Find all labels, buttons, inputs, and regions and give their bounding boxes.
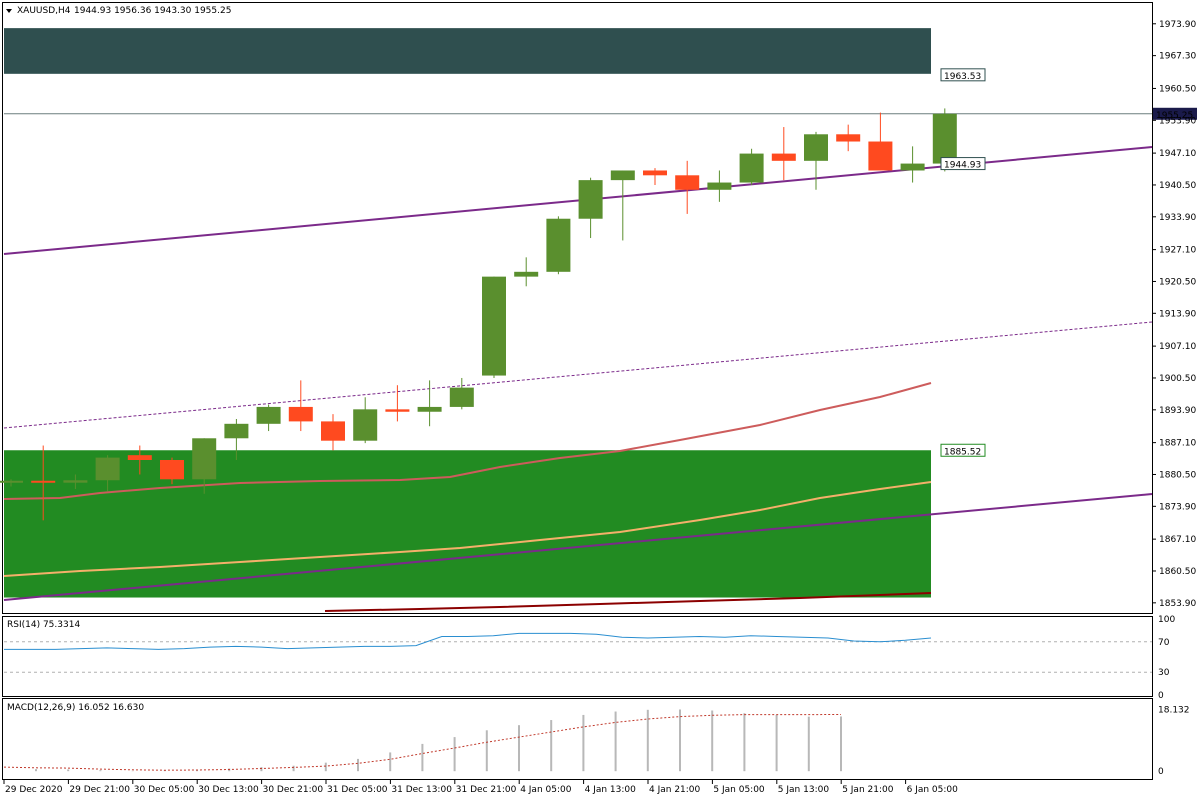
support-zone <box>4 450 931 598</box>
x-tick-label: 5 Jan 13:00 <box>778 785 830 795</box>
svg-text:1944.93: 1944.93 <box>944 161 981 171</box>
macd-signal-line <box>3 714 842 771</box>
y-tick-label: 1940.50 <box>1159 181 1196 191</box>
y-tick-label: 1973.90 <box>1159 20 1196 30</box>
candle-body[interactable] <box>95 457 120 481</box>
current-price-label: 1955.25 <box>1153 107 1197 121</box>
candle-body[interactable] <box>127 455 152 460</box>
x-tick-label: 30 Dec 13:00 <box>198 785 259 795</box>
candle-body[interactable] <box>514 271 539 277</box>
candle-body[interactable] <box>610 170 635 181</box>
svg-text:1885.52: 1885.52 <box>944 447 981 457</box>
x-tick-label: 31 Dec 13:00 <box>391 785 452 795</box>
svg-text:1955.25: 1955.25 <box>1156 111 1193 121</box>
y-tick-label: 1853.90 <box>1159 599 1196 609</box>
y-tick-label: 1927.10 <box>1159 246 1196 256</box>
candle-body[interactable] <box>31 480 56 483</box>
moving-average-fast <box>3 382 932 500</box>
rsi-panel <box>2 616 1153 697</box>
rsi-line <box>4 632 932 650</box>
x-tick-label: 4 Jan 21:00 <box>649 785 701 795</box>
ohlc-readout: 1944.93 1956.36 1943.30 1955.25 <box>74 6 231 16</box>
x-tick-label: 6 Jan 05:00 <box>907 785 959 795</box>
candle-body[interactable] <box>707 182 732 190</box>
x-tick-label: 29 Dec 21:00 <box>69 785 130 795</box>
candle-body[interactable] <box>546 218 571 272</box>
rsi-tick-label: 100 <box>1158 615 1175 625</box>
candle-body[interactable] <box>321 421 345 441</box>
candle-body[interactable] <box>900 163 925 171</box>
candle-body[interactable] <box>417 406 442 412</box>
candle-body[interactable] <box>224 423 249 439</box>
y-tick-label: 1893.90 <box>1159 406 1196 416</box>
y-tick-label: 1887.10 <box>1159 439 1196 449</box>
x-tick-label: 4 Jan 05:00 <box>520 785 572 795</box>
candle-body[interactable] <box>771 153 796 161</box>
trend-value-label: 1944.93 <box>940 157 986 171</box>
candle-body[interactable] <box>160 460 184 480</box>
macd-title: MACD(12,26,9) 16.052 16.630 <box>7 703 144 713</box>
candle-body[interactable] <box>739 153 764 183</box>
y-tick-label: 1860.50 <box>1159 567 1196 577</box>
candle-body[interactable] <box>643 170 667 176</box>
candle-body[interactable] <box>353 409 378 441</box>
x-tick-label: 31 Dec 05:00 <box>327 785 388 795</box>
macd-tick-label: 18.132 <box>1158 705 1190 715</box>
y-tick-label: 1867.10 <box>1159 535 1196 545</box>
zone-bottom-label: 1885.52 <box>940 443 986 457</box>
y-tick-label: 1953.90 <box>1159 116 1196 126</box>
candle-body[interactable] <box>836 134 861 142</box>
moving-average-mid <box>3 481 932 577</box>
candle-body[interactable] <box>288 406 313 422</box>
candle-body[interactable] <box>868 141 893 171</box>
candle-body[interactable] <box>578 180 603 219</box>
macd-tick-label: 0 <box>1158 767 1164 777</box>
price-panel <box>2 2 1153 614</box>
resistance-zone <box>4 28 931 74</box>
candle-body[interactable] <box>449 387 474 407</box>
y-tick-label: 1913.90 <box>1159 309 1196 319</box>
candle-body[interactable] <box>0 480 23 483</box>
candle-body[interactable] <box>256 406 281 424</box>
rsi-title: RSI(14) 75.3314 <box>7 620 80 630</box>
rsi-tick-label: 0 <box>1158 691 1164 701</box>
y-tick-label: 1920.50 <box>1159 277 1196 287</box>
y-tick-label: 1907.10 <box>1159 342 1196 352</box>
y-tick-label: 1900.50 <box>1159 374 1196 384</box>
x-tick-label: 29 Dec 2020 <box>5 785 63 795</box>
y-tick-label: 1880.50 <box>1159 470 1196 480</box>
candle-body[interactable] <box>804 134 828 161</box>
svg-text:1963.53: 1963.53 <box>944 72 981 82</box>
x-tick-label: 30 Dec 05:00 <box>134 785 195 795</box>
moving-average-slow <box>324 592 932 612</box>
x-tick-label: 30 Dec 21:00 <box>263 785 324 795</box>
zone-top-label: 1963.53 <box>940 68 986 82</box>
symbol-dropdown-icon[interactable] <box>6 9 12 13</box>
rsi-tick-label: 30 <box>1158 668 1170 678</box>
candle-body[interactable] <box>675 175 700 190</box>
y-tick-label: 1960.50 <box>1159 84 1196 94</box>
candle-body[interactable] <box>482 276 506 376</box>
y-tick-label: 1873.90 <box>1159 502 1196 512</box>
mid-trend-line[interactable] <box>3 321 1153 429</box>
y-tick-label: 1947.10 <box>1159 149 1196 159</box>
lower-trend-line[interactable] <box>3 493 1153 601</box>
macd-panel <box>2 698 1153 780</box>
x-tick-label: 31 Dec 21:00 <box>456 785 517 795</box>
x-tick-label: 5 Jan 05:00 <box>713 785 765 795</box>
x-tick-label: 5 Jan 21:00 <box>842 785 894 795</box>
y-tick-label: 1933.90 <box>1159 213 1196 223</box>
candle-body[interactable] <box>385 409 410 412</box>
candle-body[interactable] <box>932 113 957 164</box>
y-tick-label: 1967.30 <box>1159 52 1196 62</box>
candle-body[interactable] <box>192 438 217 480</box>
x-tick-label: 4 Jan 13:00 <box>585 785 637 795</box>
symbol-label[interactable]: XAUUSD,H4 <box>17 6 71 16</box>
rsi-tick-label: 70 <box>1158 638 1170 648</box>
candle-body[interactable] <box>63 480 88 483</box>
